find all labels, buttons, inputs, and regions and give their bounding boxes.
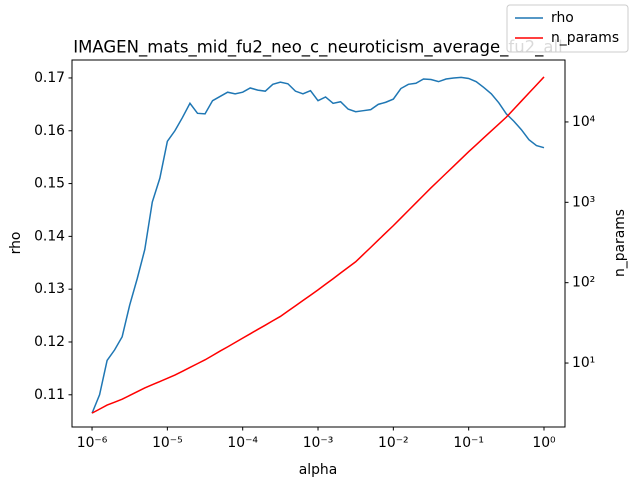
y-tick-label: 0.16 <box>34 123 65 139</box>
y-axis-label: rho <box>8 232 24 255</box>
y-tick-label: 0.14 <box>34 228 65 244</box>
x-tick-label: 10⁰ <box>532 435 556 451</box>
y-tick-label: 0.17 <box>34 70 65 86</box>
chart-title: IMAGEN_mats_mid_fu2_neo_c_neuroticism_av… <box>73 38 562 58</box>
y2-axis-label: n_params <box>612 209 628 277</box>
x-tick-label: 10⁻⁶ <box>77 435 108 451</box>
series-line <box>91 76 545 414</box>
y2-tick-label: 10³ <box>572 194 595 210</box>
x-axis-label: alpha <box>299 462 338 478</box>
legend-label: n_params <box>551 30 619 46</box>
y2-tick-label: 10¹ <box>572 355 595 371</box>
y-tick-label: 0.15 <box>34 176 65 192</box>
x-tick-label: 10⁻³ <box>303 435 334 451</box>
series-line <box>91 76 545 414</box>
x-tick-label: 10⁻² <box>378 435 409 451</box>
x-tick-label: 10⁻⁴ <box>227 435 258 451</box>
y2-tick-label: 10² <box>572 275 595 291</box>
x-tick-label: 10⁻¹ <box>453 435 484 451</box>
x-tick-label: 10⁻⁵ <box>152 435 183 451</box>
y2-tick-label: 10⁴ <box>572 114 596 130</box>
legend-box <box>506 4 629 53</box>
y-tick-label: 0.12 <box>34 334 65 350</box>
legend-label: rho <box>551 10 574 26</box>
y-tick-label: 0.13 <box>34 281 65 297</box>
y-tick-label: 0.11 <box>34 387 65 403</box>
